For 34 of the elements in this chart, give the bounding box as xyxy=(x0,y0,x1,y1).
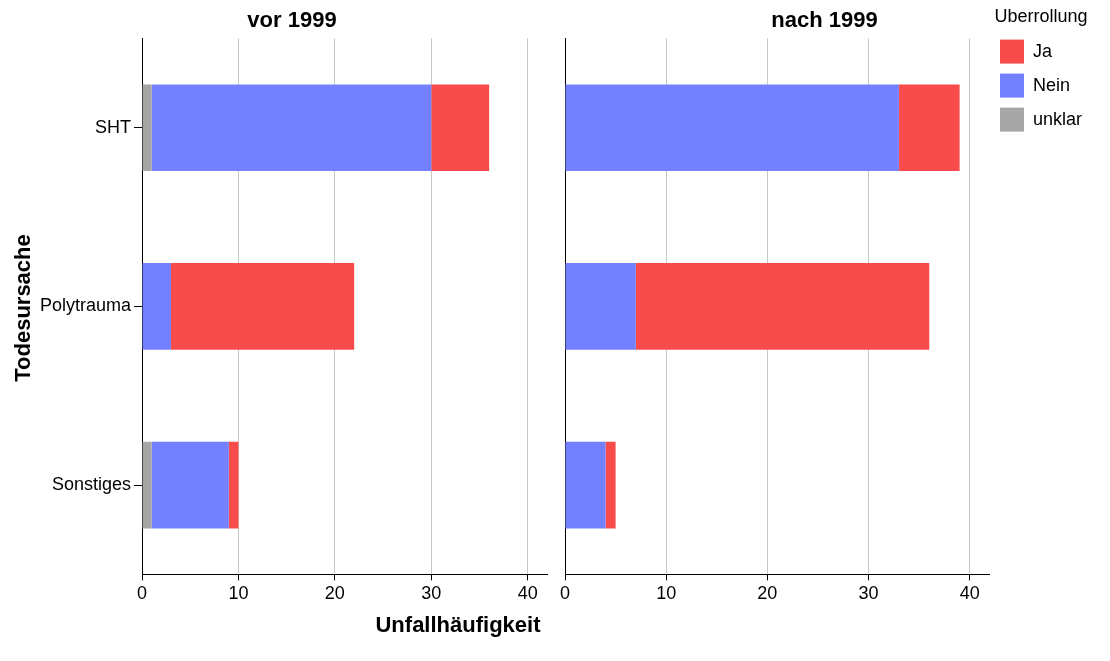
x-tick-label: 10 xyxy=(656,583,677,604)
y-axis-title: Todesursache xyxy=(10,234,36,382)
bar xyxy=(151,84,432,172)
bar xyxy=(605,441,616,529)
bar xyxy=(228,441,239,529)
legend-label: Ja xyxy=(1032,40,1053,61)
x-tick-label: 20 xyxy=(324,583,345,604)
bar xyxy=(142,441,152,529)
y-tick-label: SHT xyxy=(95,116,132,137)
x-tick-label: 30 xyxy=(421,583,442,604)
x-tick-label: 40 xyxy=(959,583,980,604)
bar xyxy=(565,84,899,172)
x-axis-title: Unfallhäufigkeit xyxy=(374,612,542,638)
y-tick-label: Sonstiges xyxy=(51,474,132,495)
x-tick-label: 20 xyxy=(757,583,778,604)
y-tick-label: Polytrauma xyxy=(39,295,133,316)
x-tick-label: 10 xyxy=(228,583,249,604)
bar xyxy=(142,84,152,172)
bar xyxy=(431,84,490,172)
legend-label: unklar xyxy=(1032,108,1083,129)
chart-title: nach 1999 xyxy=(771,7,878,33)
bar xyxy=(151,441,229,529)
bar xyxy=(565,441,606,529)
chart-title: vor 1999 xyxy=(247,7,337,33)
x-tick-label: 40 xyxy=(517,583,538,604)
bar xyxy=(170,263,355,350)
bar xyxy=(142,263,171,350)
x-tick-label: 0 xyxy=(560,583,571,604)
bar xyxy=(635,263,930,350)
bar xyxy=(565,263,636,350)
x-tick-label: 0 xyxy=(137,583,148,604)
bar xyxy=(898,84,960,172)
x-tick-label: 30 xyxy=(858,583,879,604)
legend-label: Nein xyxy=(1032,74,1071,95)
